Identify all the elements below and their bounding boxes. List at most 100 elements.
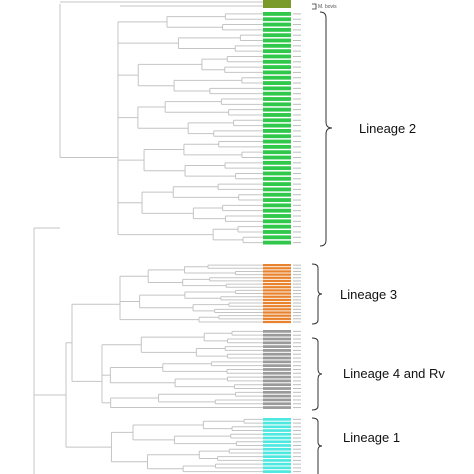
lineage-color-strips xyxy=(263,0,291,473)
strip-lineage_2 xyxy=(263,113,291,117)
strip-lineage_4_and_rv xyxy=(263,394,291,398)
bracket-lineage-2 xyxy=(319,11,333,247)
strip-lineage_3 xyxy=(263,308,291,311)
strip-lineage_2 xyxy=(263,139,291,144)
strip-lineage_4_and_rv xyxy=(263,333,291,337)
strip-lineage_2 xyxy=(263,118,291,123)
strip-lineage_2 xyxy=(263,208,291,213)
strip-lineage_2 xyxy=(263,224,291,229)
strip-lineage_3 xyxy=(263,264,291,267)
strip-lineage_3 xyxy=(263,279,291,283)
strip-lineage_2 xyxy=(263,97,291,101)
strip-lineage_1 xyxy=(263,455,291,459)
strip-lineage_2 xyxy=(263,187,291,192)
strip-lineage_1 xyxy=(263,447,291,451)
bracket-lineage-4-and-rv xyxy=(311,337,323,411)
strip-lineage_2 xyxy=(263,123,291,128)
strip-lineage_3 xyxy=(263,311,291,314)
strip-lineage_1 xyxy=(263,451,291,455)
strip-lineage_4_and_rv xyxy=(263,341,291,345)
strip-lineage_4_and_rv xyxy=(263,364,291,368)
strip-lineage_3 xyxy=(263,267,291,270)
strip-lineage_1 xyxy=(263,432,291,436)
strip-lineage_2 xyxy=(263,203,291,208)
strip-lineage_3 xyxy=(263,273,291,276)
label-lineage-4-and-rv: Lineage 4 and Rv xyxy=(343,366,445,381)
strip-lineage_2 xyxy=(263,155,291,160)
strip-lineage_4_and_rv xyxy=(263,375,291,379)
strip-lineage_1 xyxy=(263,459,291,462)
strip-lineage_1 xyxy=(263,425,291,429)
strip-lineage_2 xyxy=(263,91,291,96)
strip-lineage_4_and_rv xyxy=(263,349,291,352)
strip-lineage_2 xyxy=(263,192,291,197)
strip-lineage_4_and_rv xyxy=(263,337,291,341)
strip-lineage_2 xyxy=(263,12,291,16)
strip-lineage_2 xyxy=(263,81,291,85)
strip-lineage_1 xyxy=(263,466,291,470)
strip-lineage_4_and_rv xyxy=(263,352,291,356)
strip-lineage_3 xyxy=(263,289,291,292)
strip-lineage_2 xyxy=(263,43,291,48)
strip-lineage_4_and_rv xyxy=(263,383,291,387)
strip-lineage_4_and_rv xyxy=(263,345,291,348)
strip-lineage_2 xyxy=(263,160,291,165)
top-note-bracket xyxy=(312,3,317,10)
strip-lineage_4_and_rv xyxy=(263,379,291,383)
strip-lineage_3 xyxy=(263,314,291,317)
strip-lineage_1 xyxy=(263,436,291,440)
strip-lineage_2 xyxy=(263,107,291,112)
strip-lineage_2 xyxy=(263,240,291,245)
strip-lineage_2 xyxy=(263,144,291,149)
strip-lineage_2 xyxy=(263,171,291,176)
strip-lineage_4_and_rv xyxy=(263,371,291,375)
strip-lineage_3 xyxy=(263,301,291,305)
strip-lineage_2 xyxy=(263,17,291,22)
label-lineage-3: Lineage 3 xyxy=(340,287,397,302)
strip-lineage_4_and_rv xyxy=(263,368,291,371)
strip-lineage_4_and_rv xyxy=(263,402,291,406)
strip-top xyxy=(263,0,291,8)
strip-lineage_2 xyxy=(263,219,291,224)
strip-lineage_2 xyxy=(263,150,291,155)
strip-lineage_2 xyxy=(263,38,291,43)
strip-lineage_2 xyxy=(263,176,291,181)
strip-lineage_3 xyxy=(263,270,291,273)
strip-lineage_1 xyxy=(263,444,291,447)
strip-lineage_2 xyxy=(263,75,291,80)
label-lineage-2: Lineage 2 xyxy=(359,121,416,136)
strip-lineage_4_and_rv xyxy=(263,387,291,390)
strip-lineage_2 xyxy=(263,102,291,107)
strip-lineage_2 xyxy=(263,70,291,75)
strip-lineage_2 xyxy=(263,27,291,32)
strip-lineage_4_and_rv xyxy=(263,330,291,333)
strip-lineage_2 xyxy=(263,54,291,59)
bracket-lineage-3 xyxy=(311,263,323,325)
strip-lineage_3 xyxy=(263,295,291,298)
strip-lineage_4_and_rv xyxy=(263,356,291,360)
tree-branches xyxy=(33,1,263,474)
strip-lineage_2 xyxy=(263,49,291,54)
strip-lineage_2 xyxy=(263,134,291,139)
strip-lineage_2 xyxy=(263,230,291,234)
strip-lineage_3 xyxy=(263,292,291,295)
strip-lineage_4_and_rv xyxy=(263,398,291,402)
strip-lineage_2 xyxy=(263,65,291,70)
strip-lineage_2 xyxy=(263,166,291,171)
bracket-lineage-1 xyxy=(311,417,323,474)
strip-lineage_3 xyxy=(263,305,291,308)
strip-lineage_4_and_rv xyxy=(263,390,291,394)
strip-lineage_1 xyxy=(263,462,291,466)
top-note-label: M. bovis xyxy=(318,4,337,10)
strip-lineage_3 xyxy=(263,317,291,320)
strip-lineage_3 xyxy=(263,298,291,302)
strip-lineage_3 xyxy=(263,276,291,279)
strip-lineage_2 xyxy=(263,198,291,202)
strip-lineage_2 xyxy=(263,59,291,64)
strip-lineage_2 xyxy=(263,33,291,38)
strip-lineage_3 xyxy=(263,282,291,286)
strip-lineage_3 xyxy=(263,286,291,289)
strip-lineage_2 xyxy=(263,129,291,133)
strip-lineage_1 xyxy=(263,429,291,432)
